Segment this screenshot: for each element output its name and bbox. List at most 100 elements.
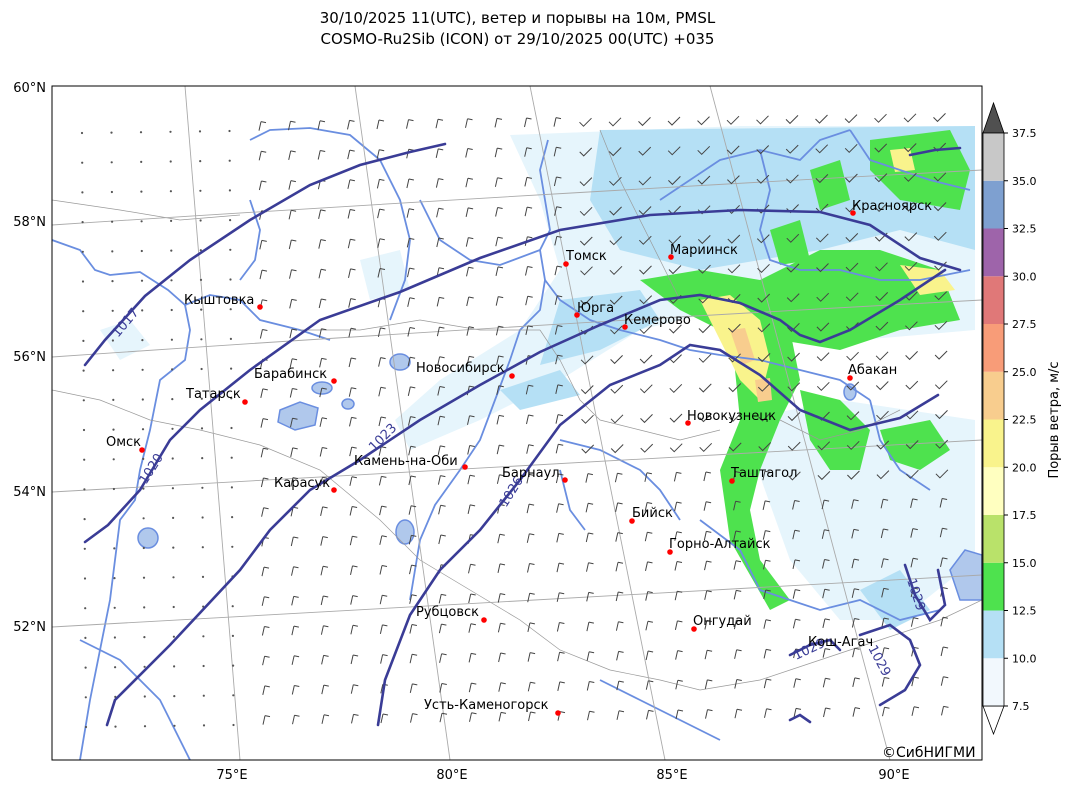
wind-barb [435, 178, 444, 188]
wind-barb [408, 505, 417, 515]
wind-barb [638, 206, 652, 216]
wind-barb [638, 176, 652, 186]
wind-calm-dot [201, 575, 205, 579]
wind-barb [763, 619, 771, 629]
wind-barb [556, 562, 565, 573]
wind-barb [792, 500, 800, 510]
wind-barb [496, 355, 504, 366]
wind-barb [727, 264, 741, 274]
colorbar-segment [983, 228, 1004, 277]
wind-barb [495, 266, 504, 277]
wind-barb [347, 238, 356, 249]
wind-barb [319, 357, 327, 368]
wind-barb [321, 684, 329, 695]
wind-barb [467, 474, 475, 485]
wind-barb [527, 652, 536, 662]
wind-barb [467, 445, 475, 455]
wind-barb [409, 683, 418, 694]
wind-barb [260, 477, 269, 488]
city-label: Карасук [274, 476, 330, 491]
wind-barb [876, 470, 890, 480]
wind-barb [699, 442, 713, 453]
city-label: Новокузнецк [687, 409, 776, 424]
wind-calm-dot [201, 457, 204, 460]
wind-barb [524, 147, 532, 157]
wind-barb [940, 646, 949, 657]
wind-barb [348, 327, 356, 338]
wind-calm-dot [229, 248, 232, 251]
colorbar-tick-label: 12.5 [1012, 605, 1037, 618]
wind-barb [378, 357, 386, 367]
wind-barb [524, 117, 532, 128]
wind-barb [880, 498, 889, 509]
wind-barb [851, 528, 859, 539]
wind-barb [875, 381, 889, 391]
lat-tick-label: 56°N [13, 350, 46, 365]
city-label: Камень-на-Оби [354, 454, 458, 469]
lon-axis-labels: 75°E 80°E 85°E 90°E [216, 768, 909, 783]
wind-calm-dot [142, 517, 145, 520]
wind-calm-dot [232, 664, 235, 667]
wind-barb [380, 713, 389, 724]
wind-barb [703, 530, 712, 541]
city-marker [139, 447, 145, 453]
wind-barb [497, 593, 506, 603]
wind-barb [905, 410, 919, 420]
wind-barb [406, 208, 415, 218]
wind-barb [669, 324, 682, 334]
wind-barb [495, 236, 503, 247]
wind-barb [763, 589, 771, 600]
wind-barb [763, 678, 772, 689]
city-marker [242, 399, 248, 405]
wind-barb [669, 383, 683, 394]
colorbar-tick-label: 27.5 [1012, 318, 1037, 331]
wind-barb [903, 113, 917, 123]
wind-barb [935, 439, 949, 449]
wind-barb [645, 561, 653, 572]
wind-barb [525, 384, 534, 395]
wind-barb [934, 380, 948, 390]
wind-barb [851, 618, 860, 628]
colorbar-segment [983, 419, 1004, 468]
wind-barb [347, 209, 356, 219]
wind-barb [905, 321, 918, 331]
wind-barb [881, 647, 890, 657]
wind-barb [846, 381, 860, 391]
wind-calm-dot [140, 220, 143, 223]
wind-calm-dot [230, 367, 233, 370]
wind-barb [288, 239, 297, 250]
wind-barb [437, 445, 446, 456]
wind-calm-dot [111, 250, 114, 253]
wind-barb [639, 295, 653, 305]
wind-barb [764, 708, 772, 718]
wind-barb [258, 150, 267, 161]
wind-calm-dot [83, 577, 87, 580]
colorbar-segment [983, 515, 1004, 563]
wind-barb [786, 174, 799, 184]
wind-barb [704, 649, 713, 660]
wind-barb [524, 206, 533, 217]
wind-calm-dot [199, 278, 203, 281]
wind-barb [646, 709, 654, 720]
wind-barb [579, 236, 593, 246]
wind-barb [705, 709, 713, 719]
wind-barb [880, 528, 889, 539]
wind-barb [557, 651, 565, 662]
wind-calm-dot [202, 724, 206, 727]
wind-calm-dot [141, 368, 144, 371]
wind-barb [933, 172, 947, 182]
wind-calm-dot [81, 191, 84, 194]
wind-barb [786, 233, 800, 243]
wind-barb [379, 624, 388, 635]
wind-barb [586, 621, 594, 632]
wind-barb [526, 503, 535, 514]
wind-calm-dot [232, 723, 235, 727]
wind-barb [615, 502, 623, 513]
wind-calm-dot [173, 665, 176, 668]
wind-barb [496, 444, 505, 455]
wind-barb [733, 560, 742, 570]
wind-barb [817, 441, 831, 451]
wind-barb [756, 174, 770, 184]
wind-barb [609, 265, 623, 276]
wind-barb [906, 469, 919, 479]
